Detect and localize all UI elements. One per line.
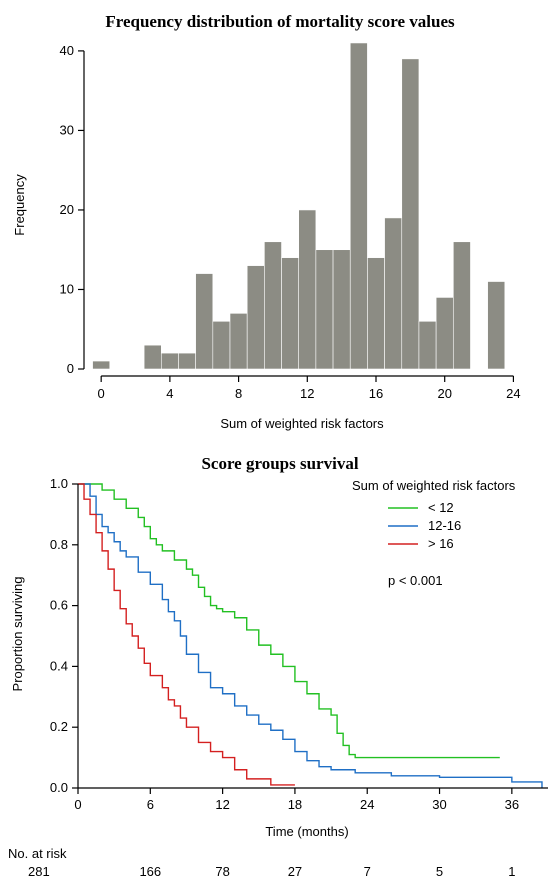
risk-count: 7	[364, 864, 371, 879]
histogram-bar	[487, 281, 506, 370]
p-value-annotation: p < 0.001	[388, 573, 443, 588]
survival-title: Score groups survival	[201, 454, 358, 473]
survival-chart: Score groups survival 0.0 0.2 0.4 0.6 0.8 1.0…	[8, 454, 548, 879]
legend-label: < 12	[428, 500, 454, 515]
survival-legend: Sum of weighted risk factors < 12 12-16 > …	[352, 478, 516, 588]
legend-label: > 16	[428, 536, 454, 551]
survival-y-tick-label: 0.8	[50, 537, 68, 552]
histogram-bar	[212, 320, 231, 370]
survival-line	[78, 483, 295, 786]
histogram-x-tick-label: 0	[98, 386, 105, 401]
risk-count: 78	[215, 864, 229, 879]
survival-x-tick-label: 12	[215, 797, 229, 812]
risk-count: 166	[139, 864, 161, 879]
survival-x-tick-label: 36	[505, 797, 519, 812]
risk-count: 1	[508, 864, 515, 879]
survival-x-tick-label: 18	[288, 797, 302, 812]
survival-axes: 0.0 0.2 0.4 0.6 0.8 1.0 0 6 12 18 24 30 36	[50, 476, 548, 812]
histogram-y-label: Frequency	[12, 174, 27, 236]
histogram-bar	[367, 257, 385, 370]
histogram-bar	[264, 241, 282, 370]
histogram-bar	[401, 58, 420, 370]
histogram-y-tick-label: 30	[60, 122, 74, 137]
histogram-bar	[332, 249, 351, 370]
risk-table-label: No. at risk	[8, 846, 67, 861]
histogram-bar	[143, 344, 162, 370]
histogram-bar	[229, 313, 248, 370]
survival-y-tick-label: 0.6	[50, 598, 68, 613]
survival-y-tick-label: 0.2	[50, 719, 68, 734]
legend-title: Sum of weighted risk factors	[352, 478, 516, 493]
risk-count: 27	[288, 864, 302, 879]
histogram-x-tick-label: 24	[506, 386, 520, 401]
histogram-x-tick-label: 20	[437, 386, 451, 401]
histogram-bar	[160, 352, 179, 370]
legend-label: 12-16	[428, 518, 461, 533]
risk-count: 281	[28, 864, 50, 879]
histogram-y-tick-label: 40	[60, 43, 74, 58]
survival-line	[78, 483, 500, 759]
histogram-bar	[418, 320, 437, 370]
histogram-x-tick-label: 8	[235, 386, 242, 401]
histogram-axes: 0 10 20 30 40 0 4 8 12 16 20 24	[60, 43, 521, 401]
histogram-bars	[92, 42, 506, 370]
histogram-y-tick-label: 10	[60, 281, 74, 296]
histogram-title: Frequency distribution of mortality scor…	[105, 12, 455, 31]
histogram-bar	[452, 241, 471, 370]
histogram-x-label: Sum of weighted risk factors	[220, 416, 384, 431]
survival-y-tick-label: 1.0	[50, 476, 68, 491]
histogram-chart: Frequency distribution of mortality scor…	[12, 12, 521, 431]
histogram-x-tick-label: 4	[166, 386, 173, 401]
histogram-bar	[281, 257, 300, 370]
survival-x-tick-label: 0	[74, 797, 81, 812]
histogram-y-tick-label: 20	[60, 202, 74, 217]
histogram-x-tick-label: 12	[300, 386, 314, 401]
histogram-y-tick-label: 0	[67, 361, 74, 376]
risk-count: 5	[436, 864, 443, 879]
survival-x-tick-label: 6	[147, 797, 154, 812]
survival-line	[78, 483, 543, 788]
histogram-bar	[315, 249, 334, 370]
survival-curves	[78, 483, 543, 788]
survival-x-tick-label: 24	[360, 797, 374, 812]
survival-y-label: Proportion surviving	[10, 577, 25, 692]
risk-table: No. at risk 281 166 78 27 7 5 1	[8, 846, 515, 879]
histogram-bar	[435, 297, 454, 370]
histogram-bar	[298, 209, 317, 370]
survival-y-tick-label: 0.4	[50, 658, 68, 673]
risk-table-counts: 281 166 78 27 7 5 1	[28, 864, 515, 879]
histogram-bar	[92, 360, 111, 370]
survival-x-tick-label: 30	[432, 797, 446, 812]
histogram-bar	[349, 42, 368, 370]
survival-y-tick-label: 0.0	[50, 780, 68, 795]
histogram-bar	[178, 352, 196, 370]
histogram-bar	[246, 265, 265, 370]
histogram-bar	[384, 217, 403, 370]
legend-items: < 12 12-16 > 16	[388, 500, 461, 551]
histogram-x-tick-label: 16	[369, 386, 383, 401]
survival-x-label: Time (months)	[265, 824, 348, 839]
histogram-bar	[195, 273, 214, 370]
